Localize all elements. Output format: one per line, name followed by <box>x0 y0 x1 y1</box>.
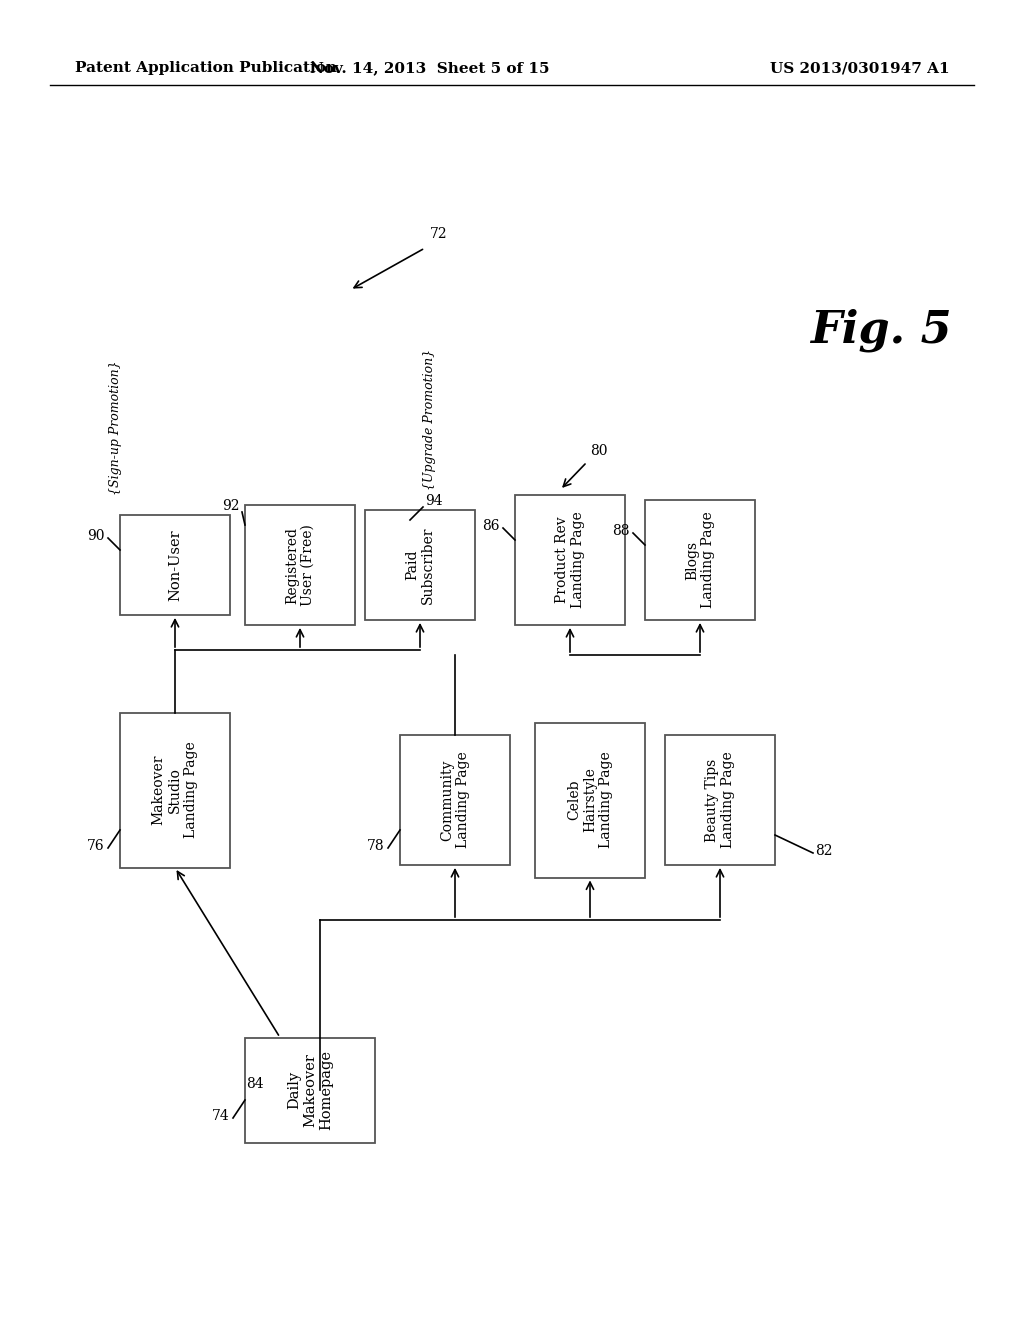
Bar <box>245 506 355 624</box>
Text: 82: 82 <box>815 843 833 858</box>
Text: 88: 88 <box>612 524 630 539</box>
Text: 76: 76 <box>87 840 105 853</box>
Text: 78: 78 <box>368 840 385 853</box>
Bar <box>645 500 755 620</box>
Text: 84: 84 <box>246 1077 264 1090</box>
Text: Makeover
Studio
Landing Page: Makeover Studio Landing Page <box>152 742 199 838</box>
Text: 80: 80 <box>590 444 607 458</box>
Text: Product Rev
Landing Page: Product Rev Landing Page <box>555 512 585 609</box>
Text: Registered
User (Free): Registered User (Free) <box>285 524 315 606</box>
Text: {Upgrade Promotion}: {Upgrade Promotion} <box>424 348 436 490</box>
Text: Patent Application Publication: Patent Application Publication <box>75 61 337 75</box>
Text: Non-User: Non-User <box>168 529 182 601</box>
Text: 72: 72 <box>430 227 447 242</box>
Text: {Sign-up Promotion}: {Sign-up Promotion} <box>109 360 122 495</box>
Text: Blogs
Landing Page: Blogs Landing Page <box>685 512 715 609</box>
Text: 94: 94 <box>425 494 442 508</box>
Text: 90: 90 <box>87 529 105 543</box>
Text: 86: 86 <box>482 519 500 533</box>
Text: Nov. 14, 2013  Sheet 5 of 15: Nov. 14, 2013 Sheet 5 of 15 <box>310 61 550 75</box>
Text: 74: 74 <box>212 1109 230 1123</box>
Bar <box>120 713 230 867</box>
Text: Daily
Makeover
Homepage: Daily Makeover Homepage <box>287 1049 333 1130</box>
Bar <box>515 495 625 624</box>
Text: Community
Landing Page: Community Landing Page <box>440 751 470 849</box>
Bar <box>245 1038 375 1143</box>
Text: US 2013/0301947 A1: US 2013/0301947 A1 <box>770 61 950 75</box>
Text: Beauty Tips
Landing Page: Beauty Tips Landing Page <box>705 751 735 849</box>
Text: Paid
Subscriber: Paid Subscriber <box>404 527 435 603</box>
Bar <box>120 515 230 615</box>
Text: Celeb
Hairstyle
Landing Page: Celeb Hairstyle Landing Page <box>567 751 613 849</box>
Bar <box>665 735 775 865</box>
Text: Fig. 5: Fig. 5 <box>810 309 951 351</box>
Bar <box>535 722 645 878</box>
Bar <box>365 510 475 620</box>
Text: 92: 92 <box>222 499 240 513</box>
Bar <box>400 735 510 865</box>
